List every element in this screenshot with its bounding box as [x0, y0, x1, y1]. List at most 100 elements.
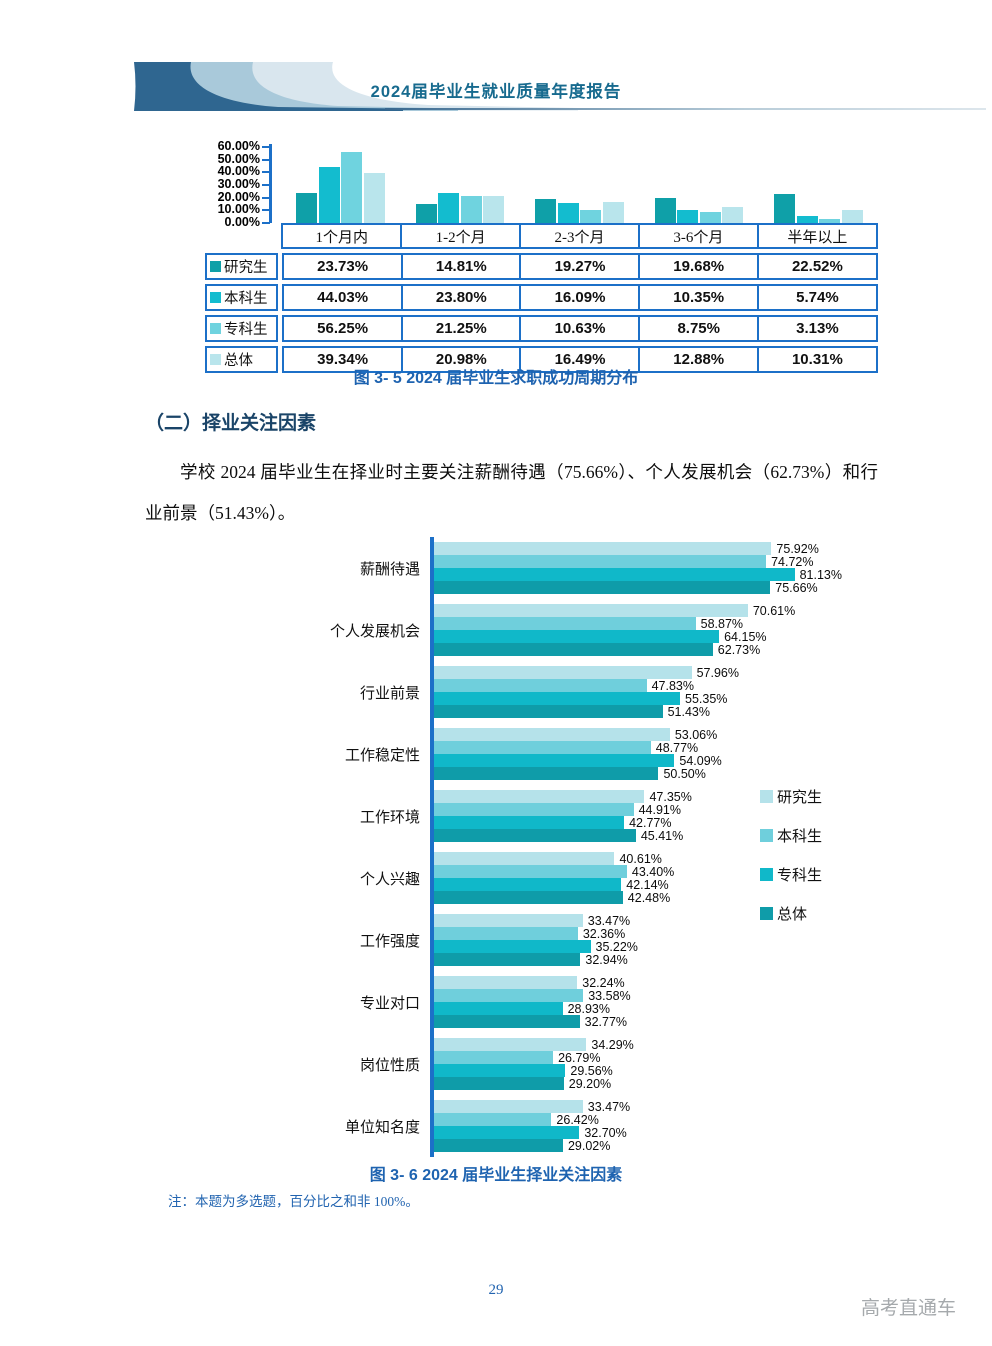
chart2-bar [434, 1100, 583, 1113]
chart2-category-group: 70.61% 58.87% 64.15% 62.73% [434, 599, 834, 661]
chart1-data-table: 1个月内 1-2个月 2-3个月 3-6个月 半年以上 研究生 23.73% 14.81% 1… [205, 223, 879, 377]
table-row-cells: 39.34% 20.98% 16.49% 12.88% 10.31% [282, 346, 879, 373]
y-axis-tick-label: 50.00% [217, 151, 260, 166]
chart2-bar [434, 630, 720, 643]
chart2-value-label: 33.58% [588, 988, 631, 1003]
table-row-cells: 56.25% 21.25% 10.63% 8.75% 3.13% [282, 315, 879, 342]
chart2-value-label: 29.20% [568, 1076, 612, 1091]
legend-item: 本科生 [760, 825, 822, 846]
chart2-bar [434, 705, 663, 718]
chart1-y-axis-line [269, 144, 272, 223]
chart2-bar [434, 679, 647, 692]
chart2-bar [434, 666, 692, 679]
table-column-header: 2-3个月 [518, 223, 641, 249]
chart1-bar [341, 151, 363, 223]
chart2-category-label: 工作强度 [359, 933, 420, 950]
legend-swatch-icon [210, 292, 221, 303]
chart2-bar-row: 48.77% [434, 741, 834, 755]
chart2-bar-row: 81.13% [434, 568, 842, 582]
chart2-bar [434, 617, 696, 630]
chart2-bar-row: 32.94% [434, 953, 834, 967]
chart1-bar [819, 219, 841, 223]
table-row-legend: 专科生 [205, 315, 278, 342]
chart2-bar-row: 43.40% [434, 865, 834, 879]
table-value-cell: 22.52% [756, 253, 879, 280]
chart2-bar-row: 32.77% [434, 1015, 834, 1029]
series-name-label: 本科生 [224, 291, 268, 307]
legend-swatch-icon [210, 323, 221, 334]
chart2-value-label: 74.72% [771, 554, 814, 569]
legend-item: 专科生 [760, 864, 822, 885]
legend-swatch-icon [760, 790, 773, 803]
chart1-table-header-row: 1个月内 1-2个月 2-3个月 3-6个月 半年以上 [281, 223, 879, 249]
chart2-bar [434, 790, 645, 803]
legend-swatch-icon [210, 261, 221, 272]
chart1-category-group [639, 147, 758, 223]
chart2-bar [434, 728, 670, 741]
chart2-category-group: 34.29% 26.79% 29.56% 29.20% [434, 1033, 834, 1095]
page-number: 29 [488, 1282, 504, 1298]
chart2-bar [434, 1126, 580, 1139]
figure2-note: 注：本题为多选题，百分比之和非 100%。 [168, 1194, 419, 1209]
chart1-bar [677, 209, 699, 223]
table-value-cell: 56.25% [282, 315, 404, 342]
chart2-value-label: 75.66% [775, 580, 818, 595]
table-value-cell: 16.09% [519, 284, 641, 311]
chart2-bar [434, 1139, 563, 1152]
chart2-bar-row: 75.92% [434, 541, 834, 556]
chart2-value-label: 81.13% [799, 567, 842, 582]
chart2-category-group: 33.47% 26.42% 32.70% 29.02% [434, 1095, 834, 1157]
table-value-cell: 10.31% [756, 346, 879, 373]
chart2-category-label: 工作稳定性 [344, 747, 420, 764]
table-value-cell: 8.75% [638, 315, 760, 342]
table-value-cell: 20.98% [400, 346, 522, 373]
y-axis-tick [262, 184, 270, 186]
chart2-category-group: 33.47% 32.36% 35.22% 32.94% [434, 909, 834, 971]
chart2-bar-row: 32.24% [434, 976, 834, 990]
chart2-bar-row: 45.41% [434, 828, 834, 843]
watermark-text: 高考直通车 [860, 1298, 956, 1319]
chart2-bar-row: 74.72% [434, 554, 834, 569]
chart1-table-body: 研究生 23.73% 14.81% 19.27% 19.68% 22.52% 本科生 44.0… [205, 253, 879, 373]
chart2-value-label: 45.41% [640, 828, 684, 843]
chart2-bar-row: 54.09% [434, 754, 834, 768]
chart2-category-labels: 薪酬待遇 个人发展机会 行业前景 工作稳定性 工作环境 个人兴趣 工作强度 专业对口 岗位性质单… [320, 537, 426, 1157]
chart1-bar [415, 204, 437, 223]
chart2-bar-row: 34.29% [434, 1038, 834, 1052]
chart2-category-group: 47.35% 44.91% 42.77% 45.41% [434, 785, 834, 847]
chart1-category-group [759, 147, 878, 223]
chart2-bar [434, 1002, 563, 1015]
chart1-bar [602, 202, 624, 223]
chart1-category-group [281, 147, 400, 223]
chart2-value-label: 75.92% [776, 541, 819, 556]
chart2-bar [434, 1015, 580, 1028]
chart2-legend: 研究生本科生专科生总体 [760, 786, 822, 924]
chart1-bar [841, 209, 863, 223]
table-row-cells: 44.03% 23.80% 16.09% 10.35% 5.74% [282, 284, 879, 311]
chart2-category-group: 75.92% 74.72% 81.13% 75.66% [434, 537, 842, 599]
chart2-bar-row: 33.47% [434, 914, 834, 928]
chart1-bar [363, 173, 385, 223]
chart2-value-label: 42.48% [627, 890, 671, 905]
chart2-value-label: 40.61% [619, 851, 662, 866]
chart1-y-axis-labels: 60.00% 50.00% 40.00% 30.00% 20.00% 10.00% 0.00… [168, 139, 260, 229]
table-value-cell: 44.03% [282, 284, 404, 311]
table-column-header: 半年以上 [756, 223, 879, 249]
chart1-bar [580, 209, 602, 223]
chart2-category-group: 40.61% 43.40% 42.14% 42.48% [434, 847, 834, 909]
legend-label: 研究生 [777, 790, 823, 806]
chart2-bar [434, 940, 591, 953]
chart1-bar [796, 215, 818, 223]
chart2-bar-row: 26.79% [434, 1051, 834, 1065]
table-value-cell: 19.27% [519, 253, 641, 280]
chart2-bar-row: 33.47% [434, 1100, 834, 1114]
body-paragraph: 学校 2024 届毕业生在择业时主要关注薪酬待遇（75.66%）、个人发展机会（… [145, 462, 878, 523]
chart2-bar-row: 70.61% [434, 604, 834, 618]
chart2-bar-row: 42.48% [434, 890, 834, 905]
table-column-header: 1个月内 [281, 223, 403, 249]
chart2-bar [434, 754, 675, 767]
chart2-category-group: 57.96% 47.83% 55.35% 51.43% [434, 661, 834, 723]
chart2-value-label: 64.15% [724, 629, 767, 644]
legend-item: 总体 [760, 903, 822, 924]
table-value-cell: 21.25% [400, 315, 522, 342]
